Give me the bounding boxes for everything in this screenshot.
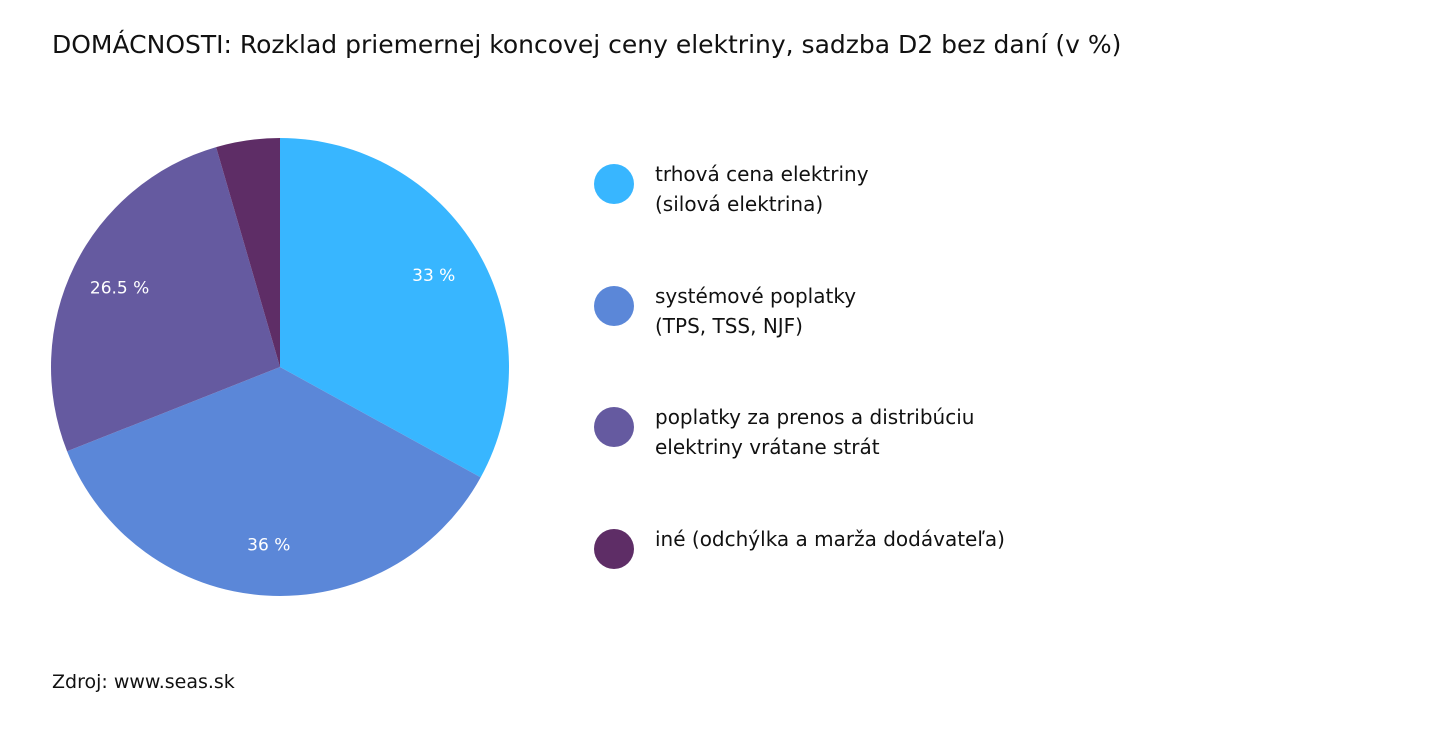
legend-label: systémové poplatky (TPS, TSS, NJF) — [655, 283, 857, 338]
chart-title: DOMÁCNOSTI: Rozklad priemernej koncovej … — [52, 30, 1122, 59]
pie-slice — [67, 367, 481, 597]
legend-label: poplatky za prenos a distribúciu elektri… — [655, 405, 975, 459]
legend-swatch — [594, 528, 634, 569]
pie-slice — [216, 138, 280, 367]
source: Zdroj: www.seas.sk — [52, 671, 235, 693]
pie-slice — [50, 147, 281, 452]
legend-label: iné (odchýlka a marža dodávateľa) — [655, 526, 1005, 551]
value-label: 36 % — [247, 535, 290, 555]
pie-slice — [280, 138, 509, 478]
legend-swatch — [594, 164, 634, 204]
legend-label: trhová cena elektriny (silová elektrina) — [655, 162, 869, 216]
legend-swatch — [594, 407, 634, 447]
legend-swatch — [594, 285, 634, 326]
value-label: 26.5 % — [90, 278, 149, 298]
pie: 33 % 36 % 26.5 % — [50, 138, 509, 597]
value-label: 33 % — [412, 266, 455, 286]
